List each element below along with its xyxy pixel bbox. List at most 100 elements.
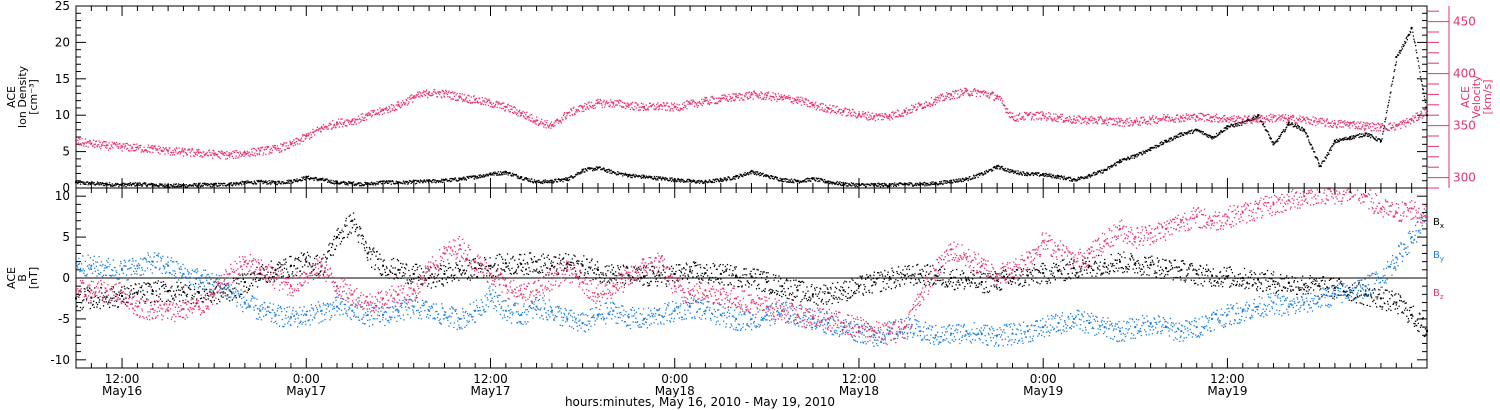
- data-dot: [139, 182, 141, 184]
- data-dot: [724, 94, 726, 96]
- data-dot: [1013, 172, 1015, 174]
- data-dot: [178, 185, 180, 188]
- data-dot: [874, 119, 877, 122]
- data-dot: [307, 135, 310, 137]
- data-dot: [994, 165, 996, 168]
- data-dot: [414, 179, 416, 182]
- data-dot: [1038, 172, 1040, 174]
- data-dot: [611, 106, 613, 108]
- data-dot: [133, 150, 135, 152]
- data-dot: [828, 182, 831, 185]
- data-dot: [1004, 105, 1006, 107]
- data-dot: [272, 180, 274, 182]
- data-dot: [971, 94, 974, 97]
- data-dot: [176, 153, 179, 155]
- data-dot: [277, 182, 280, 184]
- data-dot: [986, 96, 989, 98]
- data-dot: [1028, 113, 1030, 115]
- data-dot: [773, 178, 775, 180]
- data-dot: [295, 179, 297, 182]
- data-dot: [737, 177, 740, 179]
- data-dot: [821, 102, 823, 105]
- data-point: [750, 170, 753, 173]
- data-dot: [897, 183, 899, 185]
- data-dot: [236, 151, 238, 154]
- data-dot: [656, 175, 658, 178]
- data-dot: [1355, 125, 1357, 128]
- data-dot: [915, 184, 917, 186]
- data-dot: [153, 185, 155, 187]
- data-dot: [95, 140, 98, 142]
- data-dot: [829, 182, 832, 184]
- data-dot: [725, 97, 728, 100]
- data-dot: [148, 150, 150, 153]
- data-point: [550, 124, 553, 127]
- data-dot: [1390, 91, 1392, 93]
- data-dot: [1328, 126, 1330, 128]
- data-dot: [939, 181, 941, 183]
- data-dot: [1382, 124, 1384, 126]
- data-dot: [736, 96, 738, 99]
- data-dot: [1326, 118, 1328, 120]
- data-dot: [1024, 111, 1026, 114]
- data-dot: [1373, 137, 1375, 139]
- data-dot: [767, 92, 769, 95]
- data-dot: [678, 180, 680, 182]
- data-dot: [790, 181, 792, 183]
- data-dot: [1306, 116, 1308, 119]
- data-dot: [729, 177, 731, 179]
- data-dot: [676, 103, 678, 105]
- data-dot: [230, 182, 232, 184]
- data-dot: [701, 104, 703, 107]
- data-dot: [211, 186, 213, 188]
- data-dot: [1263, 117, 1265, 120]
- data-dot: [211, 183, 214, 186]
- data-dot: [1363, 135, 1366, 137]
- data-dot: [998, 165, 1000, 167]
- data-dot: [1265, 128, 1267, 131]
- data-dot: [388, 180, 390, 182]
- data-dot: [508, 109, 510, 111]
- data-dot: [1138, 153, 1140, 156]
- data-dot: [677, 177, 679, 180]
- data-dot: [1321, 162, 1323, 164]
- data-dot: [1332, 126, 1334, 129]
- data-dot: [1238, 124, 1241, 127]
- data-dot: [1079, 116, 1081, 118]
- data-dot: [1149, 116, 1151, 118]
- data-dot: [430, 180, 433, 182]
- data-dot: [1057, 121, 1059, 123]
- data-dot: [1263, 121, 1265, 123]
- data-dot: [273, 146, 275, 149]
- data-dot: [1232, 118, 1235, 120]
- data-dot: [171, 151, 173, 154]
- data-dot: [1329, 125, 1332, 127]
- data-dot: [894, 112, 896, 114]
- data-dot: [911, 111, 913, 113]
- data-dot: [220, 152, 222, 154]
- data-dot: [1203, 134, 1205, 136]
- data-dot: [1054, 117, 1056, 119]
- data-dot: [1327, 122, 1329, 125]
- data-dot: [176, 148, 178, 150]
- data-dot: [885, 183, 887, 185]
- data-dot: [703, 182, 705, 184]
- data-point: [1349, 122, 1352, 125]
- data-dot: [944, 180, 946, 182]
- data-dot: [1107, 119, 1109, 121]
- y-tick-label: 15: [55, 72, 70, 86]
- data-dot: [531, 117, 533, 119]
- data-dot: [254, 155, 257, 157]
- data-dot: [1316, 156, 1318, 159]
- data-dot: [363, 119, 366, 122]
- data-dot: [528, 116, 531, 119]
- data-dot: [1144, 150, 1146, 153]
- data-dot: [486, 100, 488, 103]
- data-dot: [573, 113, 576, 115]
- data-dot: [522, 115, 525, 117]
- data-dot: [83, 181, 85, 183]
- data-dot: [967, 179, 969, 182]
- data-dot: [1215, 136, 1217, 138]
- data-dot: [431, 92, 433, 95]
- data-dot: [756, 96, 758, 98]
